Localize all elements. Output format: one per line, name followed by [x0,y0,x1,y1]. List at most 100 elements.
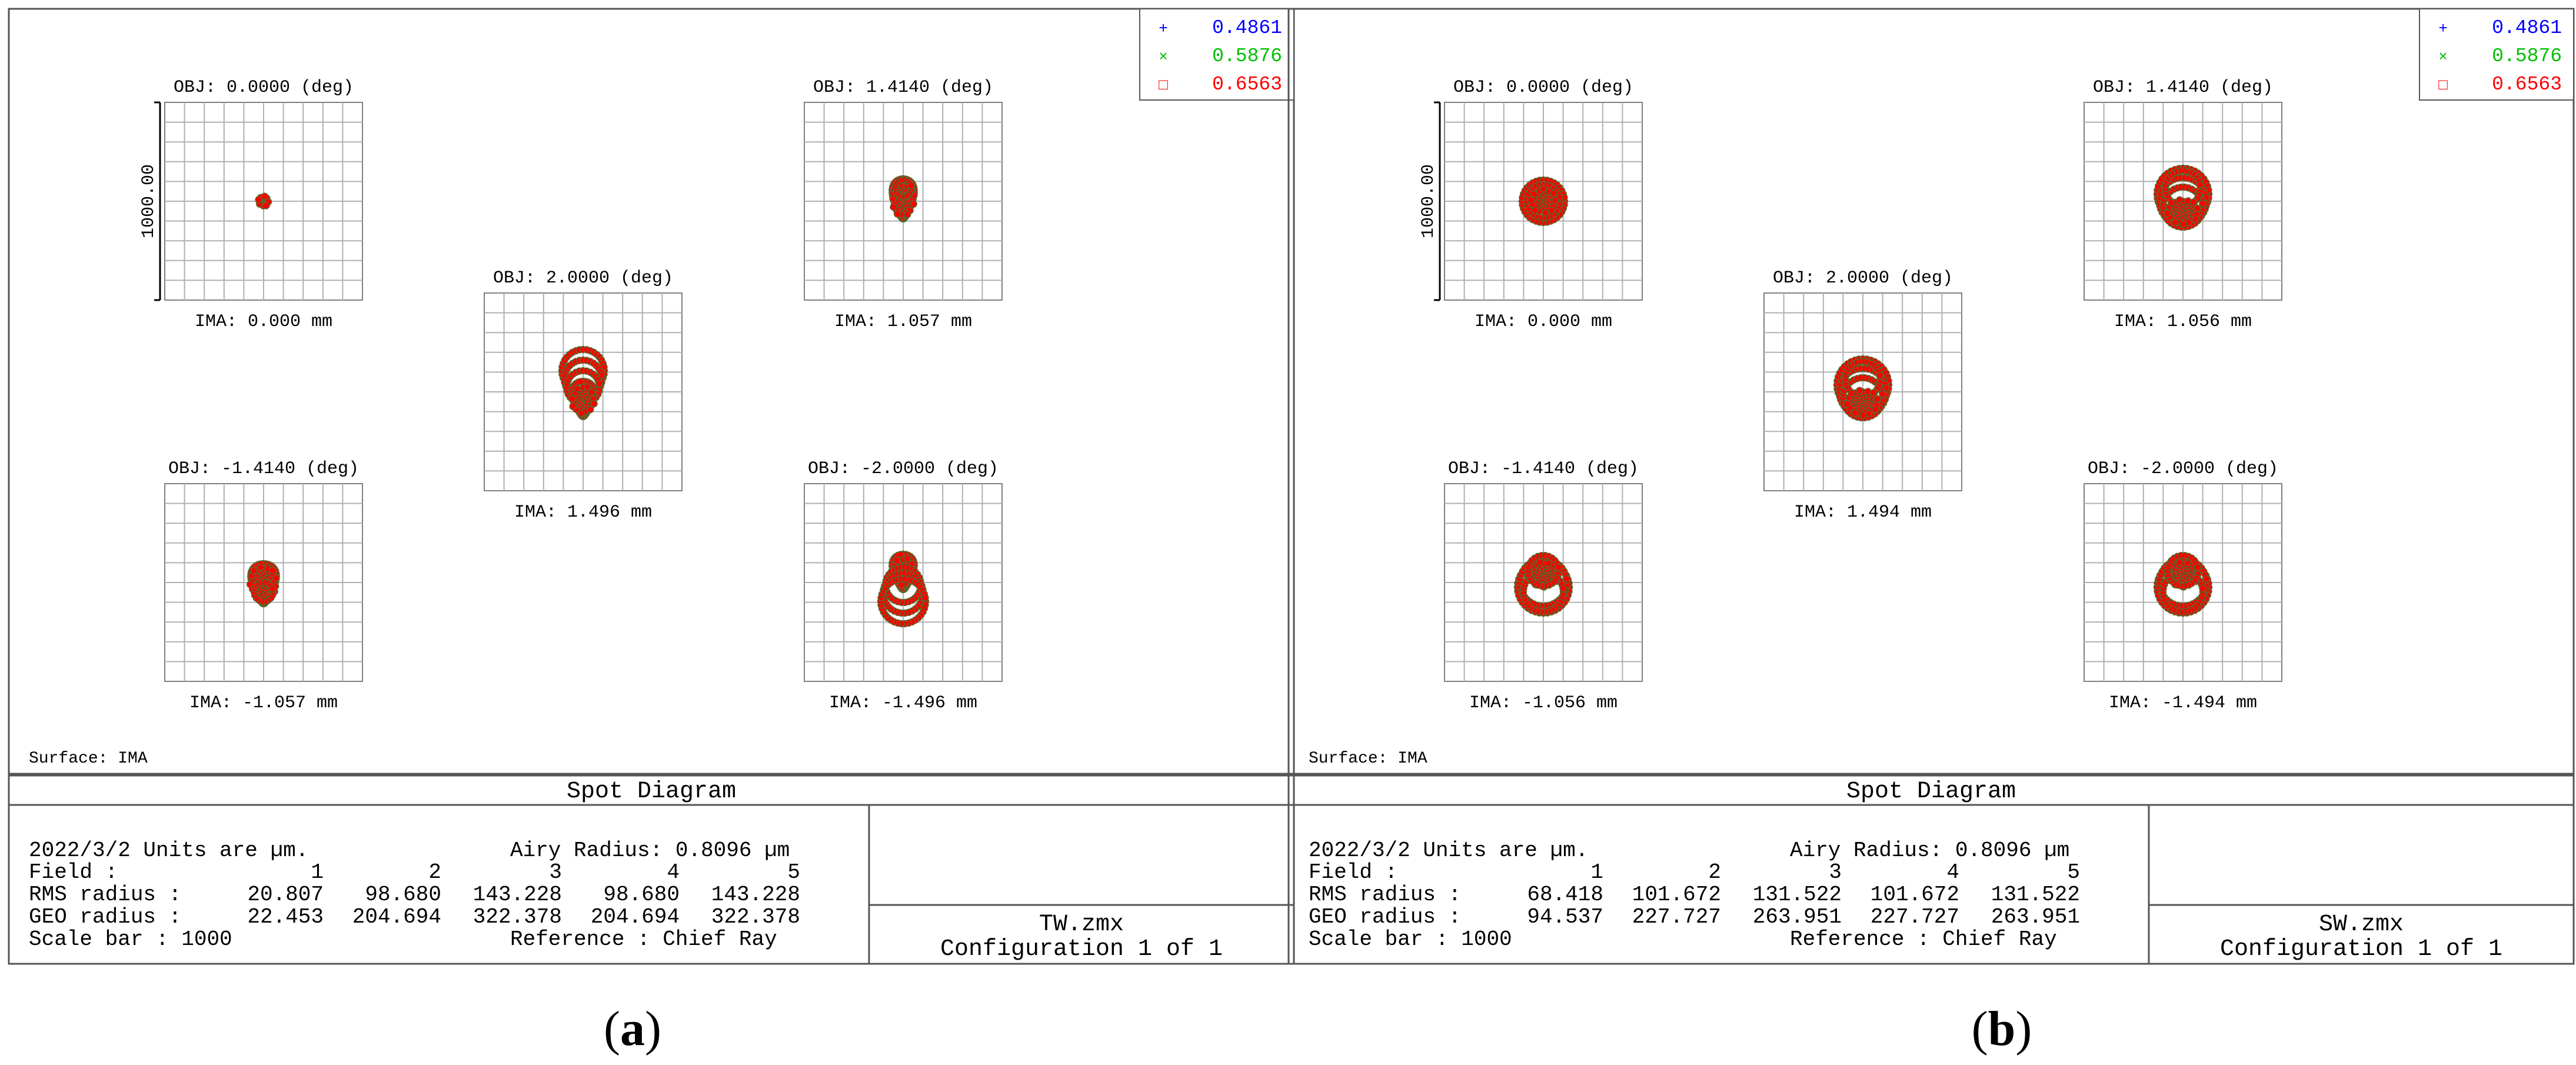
info-row-value: 5 [2067,860,2080,884]
info-reference: Reference : Chief Ray [510,927,777,951]
spot-ray-point [568,395,576,403]
field-ima-label: IMA: -1.496 mm [829,693,977,713]
spot-ray-point [1851,409,1859,417]
info-row-value: 263.951 [1991,905,2080,929]
info-row-value: 2 [1708,860,1721,884]
info-row-value: 204.694 [352,905,441,929]
spot-ray-point [2168,199,2175,207]
info-row-value: 143.228 [473,883,562,907]
field-obj-label: OBJ: 2.0000 (deg) [493,268,673,288]
legend-label: 0.5876 [1212,45,1282,67]
info-scale-bar: Scale bar : 1000 [29,927,232,951]
spot-ray-point [2189,198,2197,206]
spot-ray-point [595,380,603,387]
spot-ray-point [1531,206,1539,214]
spot-diagram-panel-b: +0.4861 × 0.5876 □ 0.6563 OBJ: 0.0000 (deg) 10… [1287,8,2575,965]
info-row-label: RMS radius : [1309,883,1461,907]
spot-ray-point [921,594,929,601]
spot-ray-point [2171,218,2179,226]
spot-ray-point [577,410,585,417]
spot-ray-point [1539,185,1547,193]
legend-marker-icon: + [2438,20,2448,38]
spot-ray-point [272,574,280,582]
field-ima-label: IMA: 0.000 mm [1475,312,1612,332]
configuration-label: Configuration 1 of 1 [940,936,1223,963]
info-row-value: 4 [667,860,680,884]
info-row-value: 68.418 [1527,883,1603,907]
info-row-value: 3 [549,860,562,884]
scale-bar-label: 1000.00 [139,164,159,238]
legend-label: 0.4861 [1212,17,1282,39]
panel-a-caption: (a) [604,1001,661,1056]
info-row-label: GEO radius : [29,905,181,929]
field-ima-label: IMA: 1.496 mm [514,502,652,522]
info-row-value: 101.672 [1632,883,1721,907]
scale-bar-label: 1000.00 [1419,164,1439,238]
info-date-units: 2022/3/2 Units are µm. [29,838,308,863]
spot-ray-point [1869,389,1877,397]
spot-ray-point [893,210,901,218]
info-row-value: 1 [1590,860,1603,884]
spot-ray-point [262,202,270,209]
info-row-value: 131.522 [1753,883,1842,907]
spot-ray-point [1527,196,1535,204]
field-spot-plot: OBJ: 1.4140 (deg) IMA: 1.057 mm [804,78,1003,332]
info-row-value: 5 [787,860,800,884]
legend-marker-icon: × [1159,48,1168,66]
spot-ray-point [2194,563,2202,571]
info-row-value: 204.694 [591,905,680,929]
field-obj-label: OBJ: 0.0000 (deg) [174,78,354,98]
legend-label: 0.5876 [2492,45,2562,67]
field-obj-label: OBJ: -2.0000 (deg) [808,459,999,479]
field-spot-plot: OBJ: -2.0000 (deg) IMA: -1.494 mm [2084,459,2282,713]
spot-ray-point [1530,190,1538,198]
legend-marker-icon: □ [2438,76,2448,94]
info-row-value: 4 [1946,860,1959,884]
legend-box [1139,8,1294,101]
spot-ray-point [893,557,901,564]
spot-ray-point [257,564,265,571]
info-row-value: 263.951 [1753,905,1842,929]
spot-ray-point [1559,584,1567,592]
spot-ray-point [903,555,911,563]
field-ima-label: IMA: -1.057 mm [189,693,338,713]
field-obj-label: OBJ: 2.0000 (deg) [1773,268,1953,288]
spot-ray-point [588,388,595,396]
spot-ray-point [573,385,581,392]
info-row-label: Field : [29,860,118,884]
spot-ray-point [590,400,598,408]
field-obj-label: OBJ: -1.4140 (deg) [1448,459,1639,479]
spot-ray-point [1872,405,1880,414]
info-row-value: 322.378 [711,905,800,929]
spot-ray-point [577,378,584,385]
field-spot-plot: OBJ: 2.0000 (deg) IMA: 1.496 mm [484,268,683,522]
info-row-value: 22.453 [247,905,324,929]
wavelength-legend: +0.4861 × 0.5876 □ 0.6563 [2419,8,2574,101]
spot-ray-point [1843,400,1851,408]
info-row-value: 20.807 [247,883,324,907]
surface-label: Surface: IMA [29,750,148,768]
legend-marker-icon: + [1159,20,1168,38]
spot-ray-point [1873,395,1881,403]
spot-ray-point [910,200,917,208]
spot-ray-point [2176,196,2184,204]
info-row-value: 227.727 [1632,905,1721,929]
info-row-value: 94.537 [1527,905,1603,929]
spot-ray-point [1876,371,1884,379]
wavelength-legend: +0.4861 × 0.5876 □ 0.6563 [1139,8,1294,101]
configuration-label: Configuration 1 of 1 [2220,936,2502,963]
info-scale-bar: Scale bar : 1000 [1309,927,1512,951]
legend-label: 0.6563 [2492,74,2562,95]
info-row-value: 1 [311,860,324,884]
info-row-value: 3 [1829,860,1842,884]
file-name: TW.zmx [1039,911,1124,938]
field-spot-plot: OBJ: 0.0000 (deg) 1000.00 IMA: 0.000 mm [1419,78,1643,332]
spot-ray-point [268,567,277,574]
spot-ray-point [261,192,269,200]
spot-ray-point [907,182,915,189]
diagram-title: Spot Diagram [1846,778,2016,805]
field-spot-plot: OBJ: -2.0000 (deg) IMA: -1.496 mm [804,459,1003,713]
spot-ray-point [890,203,897,211]
legend-label: 0.6563 [1212,74,1282,95]
